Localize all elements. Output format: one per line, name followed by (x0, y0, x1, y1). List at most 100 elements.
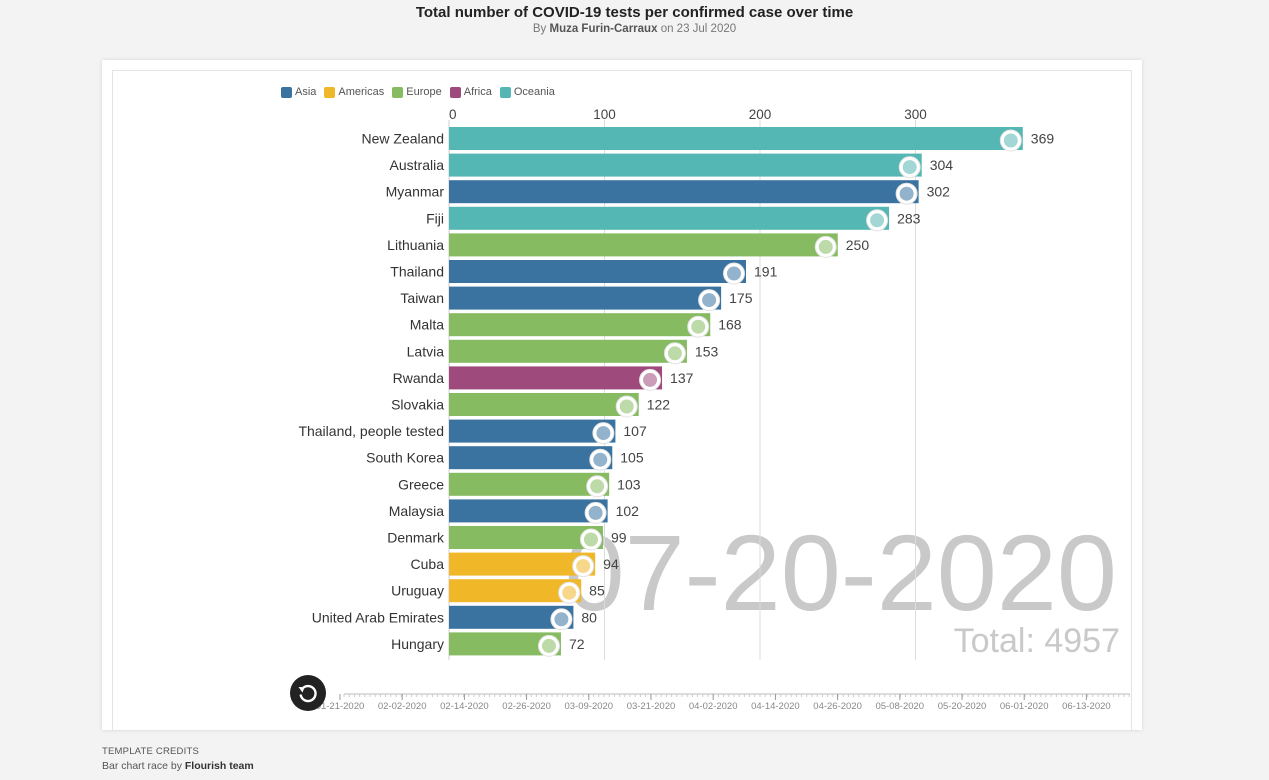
category-label: United Arab Emirates (312, 609, 444, 625)
credits-team-link[interactable]: Flourish team (184, 760, 254, 772)
value-label: 369 (1031, 131, 1055, 147)
value-label: 250 (846, 237, 870, 253)
category-label: Uruguay (391, 583, 444, 599)
legend-label: Asia (295, 86, 317, 98)
timeline-label: 04-14-2020 (751, 701, 800, 712)
flag-icon-inner (727, 266, 742, 281)
timeline-label: 06-01-2020 (1000, 701, 1049, 712)
chart-card: Asia Americas Europe Africa Oceania 07-20-20… (102, 60, 1142, 730)
category-label: Slovakia (391, 397, 444, 413)
category-label: Rwanda (393, 370, 445, 386)
timeline-label: 01-21-2020 (316, 701, 365, 712)
bar-5 (449, 260, 747, 283)
flag-icon-inner (818, 239, 833, 254)
flag-icon-inner (899, 186, 914, 201)
value-label: 175 (729, 290, 753, 306)
category-label: Australia (390, 157, 445, 173)
bar-12 (449, 446, 613, 470)
value-label: 72 (569, 636, 585, 652)
byline-date: on 23 Jul 2020 (660, 23, 737, 35)
legend-swatch (392, 86, 404, 98)
author-name[interactable]: Muza Furin-Carraux (549, 23, 658, 35)
bar-17 (449, 579, 582, 603)
timeline-label: 04-02-2020 (689, 701, 738, 712)
legend-item-americas[interactable]: Americas (324, 85, 384, 99)
replay-icon (298, 684, 317, 703)
legend-swatch (324, 86, 336, 98)
legend-item-oceania[interactable]: Oceania (499, 85, 555, 99)
value-label: 302 (927, 184, 951, 200)
value-label: 137 (670, 370, 694, 386)
flag-icon-inner (619, 399, 634, 414)
value-label: 122 (647, 397, 671, 413)
total-display: Total: 4957 (954, 622, 1120, 660)
date-display: 07-20-2020 (565, 512, 1117, 633)
value-label: 80 (581, 609, 597, 625)
timeline-label: 03-21-2020 (627, 701, 676, 712)
bar-7 (449, 313, 711, 337)
flag-icon-inner (593, 452, 608, 467)
bar-19 (449, 632, 561, 656)
flag-icon-inner (554, 612, 569, 627)
category-label: New Zealand (362, 131, 445, 147)
value-label: 94 (603, 556, 619, 572)
timeline-label: 06-13-2020 (1062, 701, 1111, 712)
bar-0 (449, 127, 1023, 150)
timeline-label: 05-08-2020 (875, 701, 924, 712)
category-label: Malta (410, 317, 444, 333)
flag-icon-inner (870, 213, 885, 228)
category-label: Taiwan (400, 290, 444, 306)
timeline-label: 02-02-2020 (378, 701, 427, 712)
replay-button[interactable] (290, 675, 326, 711)
category-label: Cuba (411, 556, 445, 572)
legend-swatch (449, 86, 461, 98)
category-label: Thailand (390, 264, 444, 280)
bar-9 (449, 366, 663, 390)
legend-label: Oceania (513, 86, 555, 98)
value-label: 105 (620, 450, 644, 466)
category-label: Myanmar (386, 184, 445, 200)
value-label: 153 (695, 343, 719, 359)
credits-heading: TEMPLATE CREDITS (102, 746, 199, 757)
bar-11 (449, 419, 616, 443)
category-label: Hungary (391, 636, 444, 652)
bar-3 (449, 206, 890, 230)
byline: By Muza Furin-Carraux on 23 Jul 2020 (0, 23, 1269, 35)
bar-16 (449, 552, 596, 576)
legend-label: Americas (338, 86, 385, 98)
bar-1 (449, 153, 922, 177)
timeline-label: 02-14-2020 (440, 701, 489, 712)
legend-item-asia[interactable]: Asia (281, 85, 316, 99)
bar-13 (449, 472, 610, 496)
flag-icon-inner (596, 426, 611, 441)
category-label: Fiji (426, 210, 444, 226)
legend: Asia Americas Europe Africa Oceania (281, 85, 555, 99)
legend-item-africa[interactable]: Africa (449, 85, 492, 99)
value-label: 283 (897, 210, 921, 226)
bar-10 (449, 393, 639, 416)
legend-label: Africa (463, 86, 492, 98)
flag-icon-inner (702, 293, 717, 308)
chart-title: Total number of COVID-19 tests per confi… (415, 4, 854, 21)
bar-6 (449, 286, 722, 310)
bar-18 (449, 605, 574, 629)
category-label: Denmark (387, 530, 445, 546)
legend-swatch (281, 86, 292, 98)
bar-2 (449, 180, 919, 204)
legend-item-europe[interactable]: Europe (392, 85, 442, 99)
value-label: 107 (623, 423, 647, 439)
flag-icon-inner (583, 532, 598, 547)
chart-frame (112, 70, 1132, 730)
credits-line: Bar chart race by Flourish team (102, 760, 254, 772)
category-label: Malaysia (389, 503, 444, 519)
flag-icon-inner (590, 479, 605, 494)
timeline-label: 04-26-2020 (813, 701, 862, 712)
flag-icon-inner (691, 319, 706, 334)
flag-icon-inner (562, 585, 577, 600)
byline-prefix: By (532, 23, 547, 35)
category-label: Lithuania (387, 237, 444, 253)
x-tick-label: 200 (749, 107, 772, 122)
legend-label: Europe (406, 86, 442, 98)
bar-15 (449, 526, 603, 549)
value-label: 168 (718, 317, 742, 333)
